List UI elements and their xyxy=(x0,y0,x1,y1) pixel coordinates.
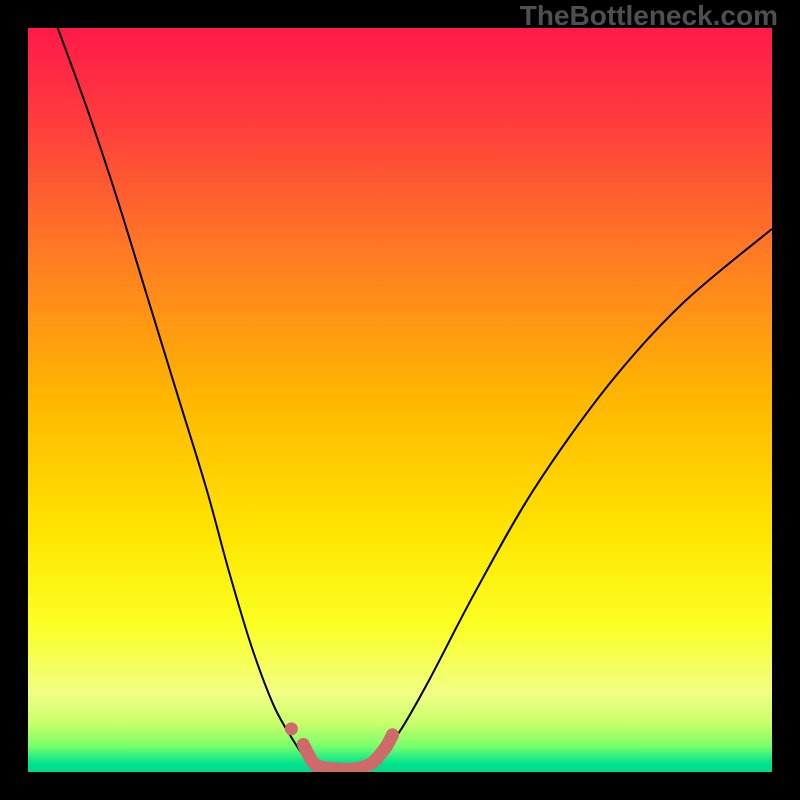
chart-plot-area xyxy=(28,28,772,772)
chart-svg xyxy=(28,28,772,772)
watermark-text: TheBottleneck.com xyxy=(520,0,778,32)
bottom-highlight-dot xyxy=(285,722,298,735)
gradient-background xyxy=(28,28,772,772)
